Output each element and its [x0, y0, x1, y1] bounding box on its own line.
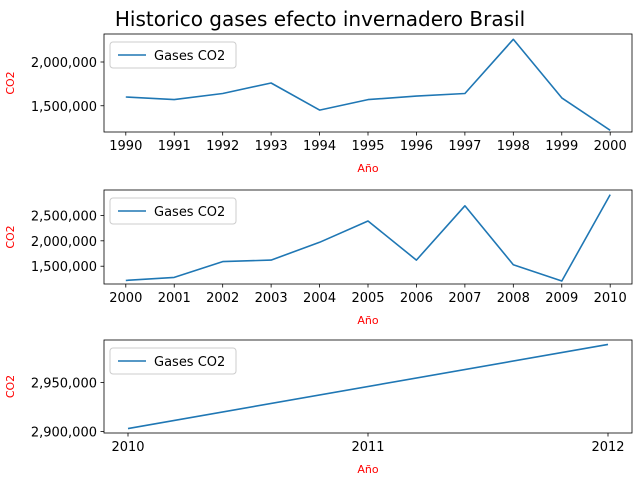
legend-box: [109, 41, 237, 69]
y-tick-label: 2,900,000: [31, 426, 97, 441]
series-line-gases-co2: [125, 38, 611, 131]
y-tick-label: 2,950,000: [31, 377, 97, 392]
x-tick-label: 1992: [206, 139, 239, 154]
x-tick-label: 1999: [545, 139, 578, 154]
subplot-1: 1990 1991 1992 1993 1994 1995 1996 1997 1998 1999…: [4, 33, 633, 175]
x-tick-label: 1991: [158, 139, 191, 154]
x-tick-label: 1998: [497, 139, 530, 154]
x-tick-label: 1990: [109, 139, 142, 154]
y-axis-label: CO2: [4, 71, 17, 94]
x-tick-label: 2006: [400, 291, 433, 306]
y-axis-label: CO2: [4, 375, 17, 398]
y-tick-label: 1,500,000: [31, 260, 97, 275]
x-tick-label: 2007: [448, 291, 481, 306]
x-tick-label: 2002: [206, 291, 239, 306]
x-tick-label: 1993: [255, 139, 288, 154]
x-tick-label: 1996: [400, 139, 433, 154]
x-tick-label: 1997: [448, 139, 481, 154]
legend-label: Gases CO2: [154, 355, 225, 370]
y-tick-label: 2,000,000: [31, 235, 97, 250]
legend-label: Gases CO2: [154, 49, 225, 64]
x-tick-label: 2005: [351, 291, 384, 306]
y-tick-label: 2,500,000: [31, 209, 97, 224]
legend: Gases CO2: [109, 197, 237, 225]
x-axis-label: Año: [357, 162, 378, 175]
y-tick-label: 2,000,000: [31, 56, 97, 71]
x-tick-label: 2003: [255, 291, 288, 306]
series-line-gases-co2: [125, 194, 611, 282]
x-tick-label: 2010: [594, 291, 627, 306]
x-tick-label: 2010: [111, 440, 144, 455]
legend-box: [109, 347, 237, 375]
y-tick-label: 1,500,000: [31, 100, 97, 115]
subplot-3: 2010 2011 2012 2,900,000 2,950,000 Año CO2 Gase…: [4, 339, 633, 476]
series-line-gases-co2: [127, 343, 609, 430]
x-tick-label: 2000: [109, 291, 142, 306]
subplot-2: 2000 2001 2002 2003 2004 2005 2006 2007 2008 2009…: [4, 189, 633, 327]
legend-label: Gases CO2: [154, 205, 225, 220]
x-tick-label: 2011: [351, 440, 384, 455]
x-tick-label: 2000: [594, 139, 627, 154]
x-tick-label: 2008: [497, 291, 530, 306]
x-tick-label: 2004: [303, 291, 336, 306]
x-axis-label: Año: [357, 314, 378, 327]
chart-title: Historico gases efecto invernadero Brasi…: [115, 7, 525, 31]
x-tick-label: 2001: [158, 291, 191, 306]
legend: Gases CO2: [109, 41, 237, 69]
x-tick-label: 2009: [545, 291, 578, 306]
x-axis-label: Año: [357, 463, 378, 476]
x-tick-label: 1995: [351, 139, 384, 154]
x-tick-label: 2012: [591, 440, 624, 455]
x-tick-label: 1994: [303, 139, 336, 154]
legend-box: [109, 197, 237, 225]
y-axis-label: CO2: [4, 225, 17, 248]
legend: Gases CO2: [109, 347, 237, 375]
